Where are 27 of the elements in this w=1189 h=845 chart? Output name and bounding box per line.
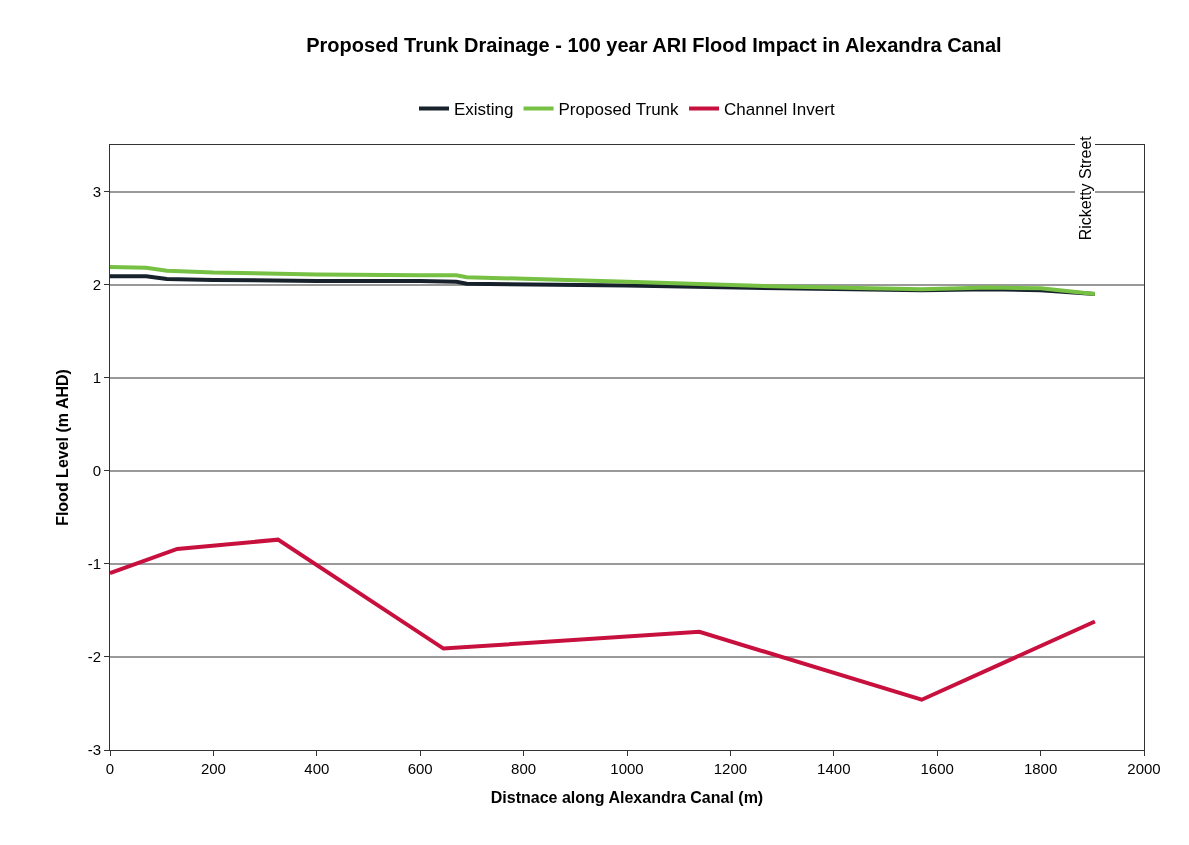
y-tick-label: -1	[87, 555, 101, 573]
y-tick-label: -3	[87, 741, 101, 759]
x-tick-label: 400	[304, 760, 330, 777]
y-axis-title: Flood Level (m AHD)	[53, 369, 71, 526]
y-tick-label: 0	[92, 462, 101, 480]
x-tick-label: 1600	[920, 760, 954, 777]
line-series	[110, 537, 1097, 702]
x-tick-label: 0	[105, 760, 115, 777]
y-tick-label: -2	[87, 648, 101, 666]
x-tick-label: 1000	[610, 760, 644, 777]
x-axis-title: Distnace along Alexandra Canal (m)	[490, 788, 764, 806]
x-tick-label: 2000	[1127, 760, 1161, 777]
x-tick-label: 1800	[1023, 760, 1058, 777]
y-tick-label: 1	[92, 368, 101, 386]
legend-label: Proposed Trunk	[558, 100, 680, 120]
y-tick-label: 2	[92, 275, 101, 293]
line-series	[110, 264, 1097, 296]
legend-label: Channel Invert	[724, 100, 835, 120]
x-tick-label: 200	[200, 760, 226, 777]
y-tick-label: 3	[92, 182, 101, 200]
chart-title: Proposed Trunk Drainage - 100 year ARI Flood Impact in Alexandra Canal	[306, 34, 1002, 57]
x-tick-label: 1400	[817, 760, 851, 777]
x-tick-label: 800	[511, 760, 537, 777]
x-tick-label: 1200	[713, 760, 748, 777]
x-tick-label: 600	[407, 760, 433, 777]
annotation: Ricketty Street	[1076, 135, 1094, 241]
legend-label: Existing	[454, 100, 514, 120]
